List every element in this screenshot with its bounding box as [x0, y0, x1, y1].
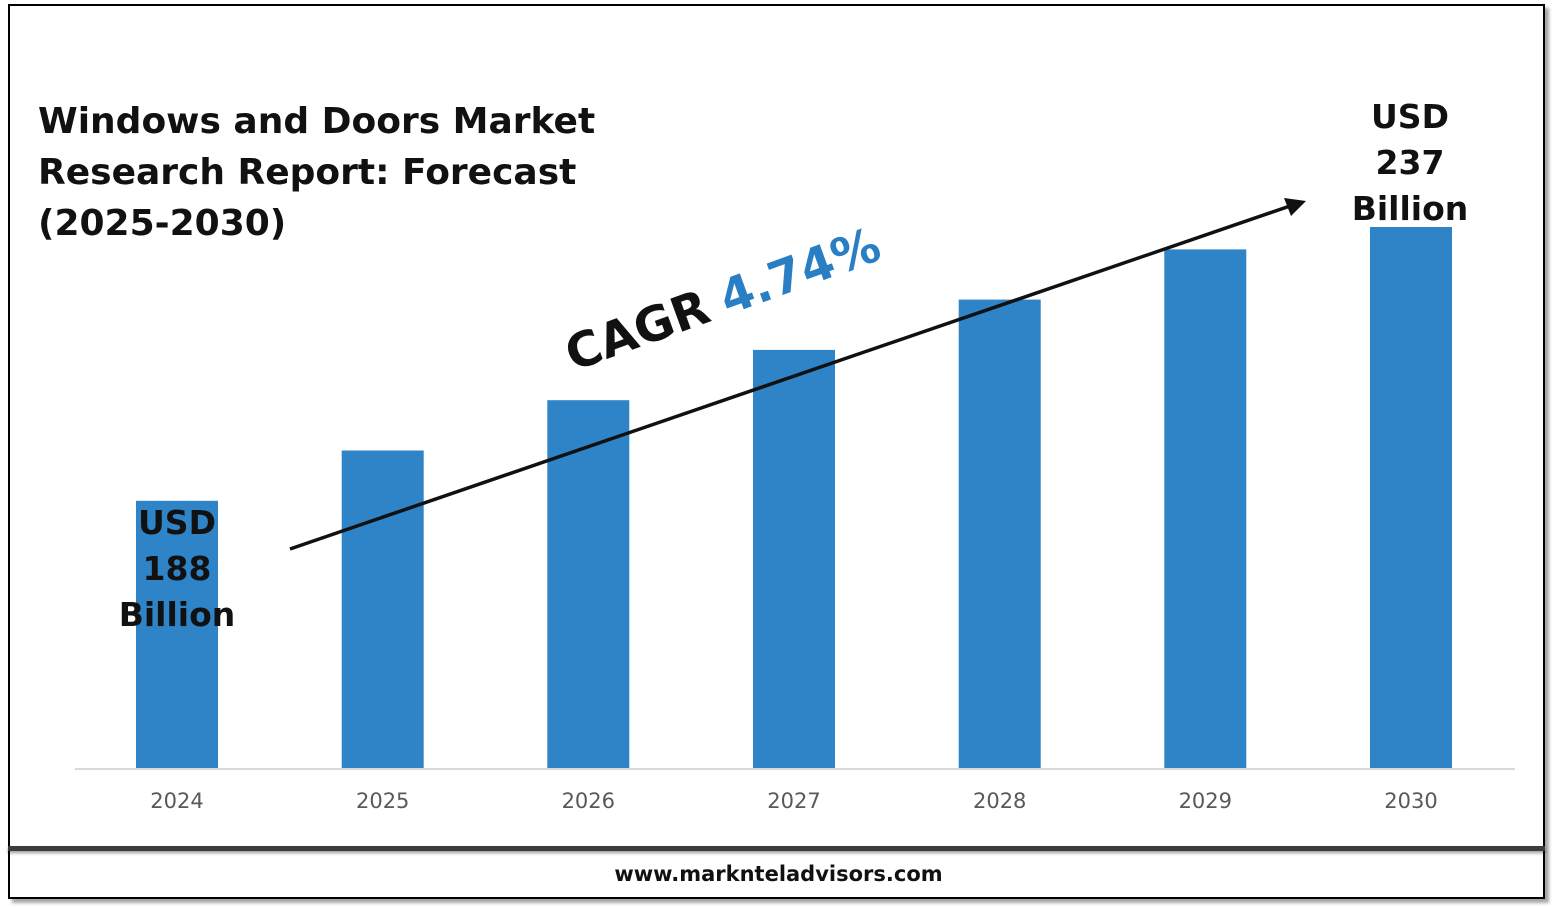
start-value-number: 188	[142, 549, 212, 588]
bar-2024	[136, 500, 218, 769]
x-tick-labels: 2024 2025 2026 2027 2028 2029 2030	[150, 789, 1437, 813]
footer-divider	[8, 846, 1545, 851]
x-tick-label-2025: 2025	[356, 789, 409, 813]
chart-frame	[8, 4, 1545, 899]
end-value-number: 237	[1375, 143, 1445, 182]
start-value-label: USD 188 Billion	[112, 500, 242, 638]
x-tick-label-2027: 2027	[767, 789, 820, 813]
footer-url: www.marknteladvisors.com	[614, 862, 943, 886]
x-tick-label-2028: 2028	[973, 789, 1026, 813]
x-tick-label-2030: 2030	[1384, 789, 1437, 813]
bar-2028	[958, 299, 1041, 769]
bar-2030	[1370, 227, 1452, 769]
end-value-label: USD 237 Billion	[1345, 94, 1475, 232]
bars-group	[136, 227, 1452, 769]
x-tick-label-2029: 2029	[1179, 789, 1232, 813]
start-value-currency: USD	[138, 503, 216, 542]
x-tick-label-2024: 2024	[150, 789, 203, 813]
chart-title: Windows and Doors Market Research Report…	[38, 101, 596, 244]
start-value-unit: Billion	[118, 595, 236, 634]
bar-2026	[547, 400, 630, 769]
x-tick-label-2026: 2026	[562, 789, 615, 813]
cagr-trend-arrow	[289, 198, 1306, 551]
bar-2029	[1164, 249, 1247, 769]
end-value-unit: Billion	[1351, 189, 1469, 228]
bar-2027	[753, 349, 835, 769]
end-value-currency: USD	[1371, 97, 1449, 136]
bar-2025	[341, 450, 424, 769]
